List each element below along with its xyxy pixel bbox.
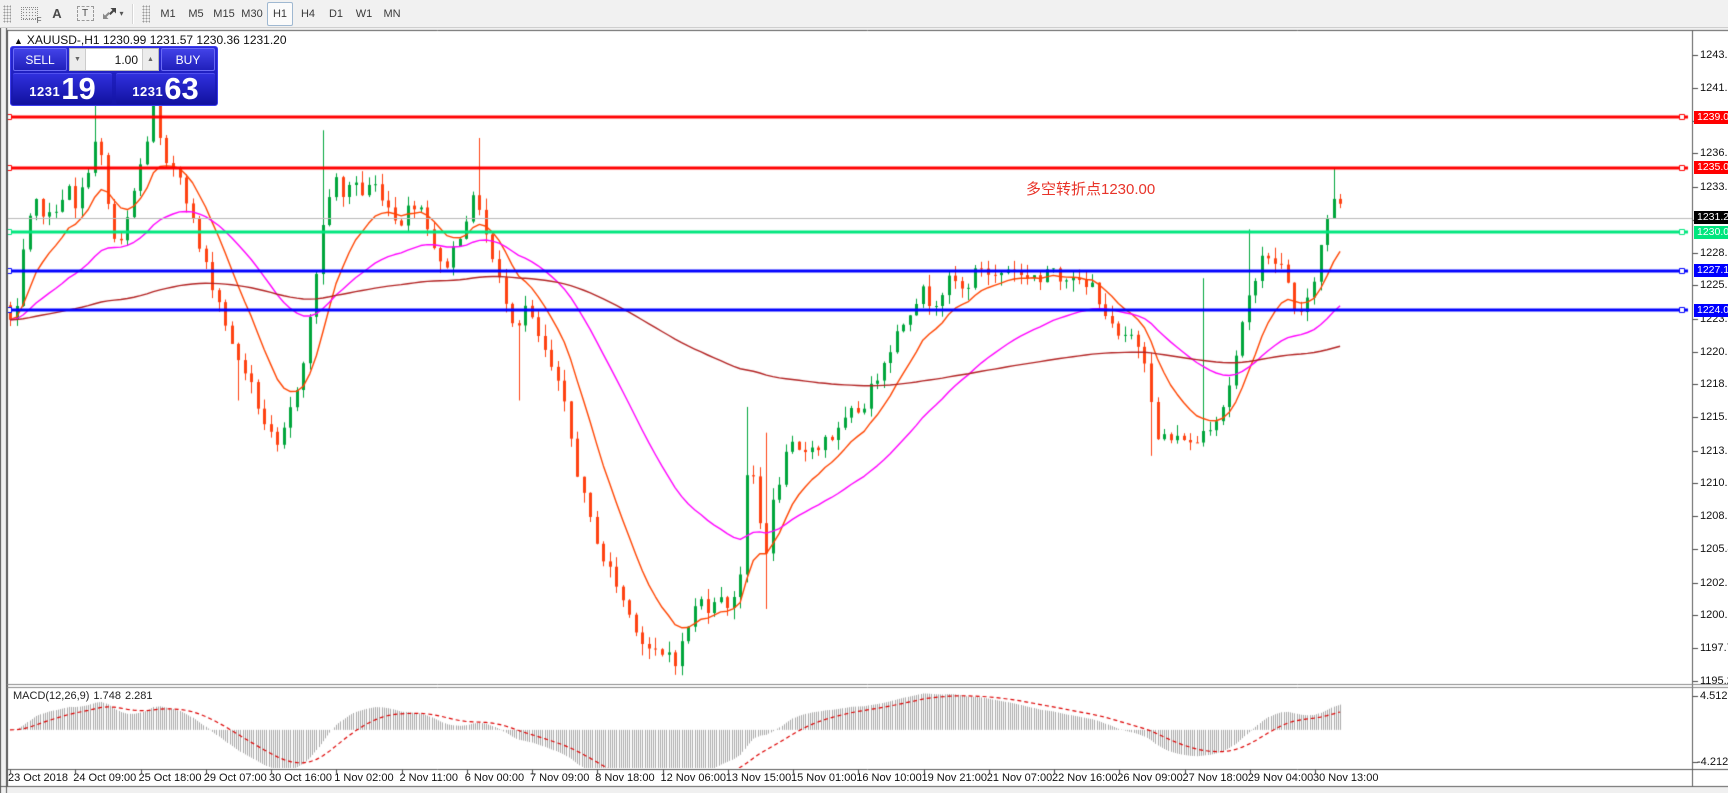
price-line-label: 1235.08	[1694, 161, 1728, 175]
toolbar-drag-handle[interactable]	[3, 4, 11, 23]
price-tick-label: 1210.55	[1700, 477, 1728, 490]
bid-major: 1231	[29, 84, 61, 99]
volume-decrease-button[interactable]: ▼	[70, 49, 85, 70]
macd-indicator-label: MACD(12,26,9) 1.748 2.281	[13, 690, 156, 702]
price-tick-label: 1236.20	[1700, 147, 1728, 160]
time-tick-label: 25 Oct 18:00	[138, 772, 202, 784]
price-line-label: 1224.00	[1694, 303, 1728, 317]
price-line-label: 1239.03	[1694, 110, 1728, 124]
grid-f-icon: F	[20, 7, 42, 25]
macd-scale-max: 4.512	[1700, 690, 1728, 702]
sell-button[interactable]: SELL	[13, 48, 67, 71]
time-tick-label: 27 Nov 18:00	[1182, 772, 1248, 784]
time-tick-label: 23 Oct 2018	[8, 772, 68, 784]
tf-button-M1[interactable]: M1	[160, 7, 176, 20]
chart-ohlc-title: ▲ XAUUSD-,H1 1230.99 1231.57 1230.36 1231…	[14, 33, 287, 47]
price-tick-label: 1200.30	[1700, 609, 1728, 622]
time-tick-label: 8 Nov 18:00	[595, 772, 655, 784]
time-tick-label: 1 Nov 02:00	[334, 772, 394, 784]
buy-price-button[interactable]: 1231 63	[116, 73, 215, 104]
price-tick-label: 1233.60	[1700, 180, 1728, 193]
price-tick-label: 1243.85	[1700, 49, 1728, 61]
arrow-objects-button[interactable]: ▾	[100, 2, 126, 26]
price-tick-label: 1208.00	[1700, 510, 1728, 523]
open-value: 1230.99	[102, 33, 147, 47]
volume-increase-button[interactable]: ▲	[143, 49, 158, 70]
chart-text-annotation: 多空转折点1230.00	[1026, 181, 1156, 198]
macd-scale-min: -4.212	[1697, 756, 1728, 768]
time-tick-label: 15 Nov 01:00	[791, 772, 857, 784]
time-tick-label: 29 Oct 07:00	[203, 772, 267, 784]
time-tick-label: 2 Nov 11:00	[399, 772, 459, 784]
tf-button-W1[interactable]: W1	[355, 7, 373, 20]
timeframe-button-group: M1 M5 M15 M30 H1 H4 D1 W1 MN	[154, 1, 406, 26]
price-tick-label: 1220.80	[1700, 345, 1728, 358]
time-tick-label: 30 Oct 16:00	[269, 772, 332, 784]
price-line-label: 1227.10	[1694, 264, 1728, 278]
toolbar-separator	[132, 3, 134, 24]
volume-stepper: ▼ 1.00 ▲	[69, 48, 159, 71]
time-tick-label: 19 Nov 21:00	[921, 772, 987, 784]
text-box-button[interactable]: T	[72, 2, 98, 26]
bid-minor: 19	[61, 71, 96, 106]
toolbar: F A T ▾ M1 M5 M15 M30 H1 H4 D1 W1 MN	[0, 0, 1728, 28]
price-tick-label: 1195.20	[1700, 675, 1728, 687]
time-tick-label: 21 Nov 07:00	[986, 772, 1053, 784]
time-tick-label: 24 Oct 09:00	[73, 772, 137, 784]
tf-button-M5[interactable]: M5	[188, 7, 204, 20]
price-tick-label: 1225.95	[1700, 279, 1728, 292]
macd-signal-value: 2.281	[124, 690, 153, 702]
price-tick-label: 1202.85	[1700, 576, 1728, 589]
toolbar-drag-handle[interactable]	[142, 4, 150, 23]
time-tick-label: 26 Nov 09:00	[1117, 772, 1183, 784]
price-line-label: 1230.09	[1694, 225, 1728, 239]
high-value: 1231.57	[149, 33, 194, 47]
symbol-period-label: XAUUSD-,H1	[26, 33, 100, 47]
time-tick-label: 30 Nov 13:00	[1313, 772, 1379, 784]
buy-button[interactable]: BUY	[161, 48, 215, 71]
time-tick-label: 13 Nov 15:00	[725, 772, 792, 784]
time-tick-label: 12 Nov 06:00	[660, 772, 726, 784]
price-tick-label: 1218.25	[1700, 378, 1728, 391]
tf-button-M15[interactable]: M15	[213, 7, 235, 20]
chevron-down-icon: ▾	[119, 9, 124, 18]
text-box-icon: T	[76, 6, 94, 21]
volume-input[interactable]: 1.00	[85, 49, 143, 70]
tf-button-H1[interactable]: H1	[267, 1, 293, 26]
price-tick-label: 1241.30	[1700, 81, 1728, 94]
macd-name: MACD(12,26,9)	[13, 690, 90, 702]
time-tick-label: 6 Nov 00:00	[464, 772, 525, 784]
ask-minor: 63	[164, 71, 199, 106]
price-tick-label: 1205.45	[1700, 543, 1728, 556]
tf-button-D1[interactable]: D1	[328, 7, 344, 20]
price-tick-label: 1197.75	[1700, 642, 1728, 655]
tf-button-M30[interactable]: M30	[241, 7, 263, 20]
grid-template-button[interactable]: F	[16, 2, 42, 26]
ask-major: 1231	[132, 84, 164, 99]
triangle-up-icon: ▲	[14, 36, 23, 46]
time-tick-label: 16 Nov 10:00	[856, 772, 922, 784]
low-value: 1230.36	[196, 33, 240, 47]
tf-button-H4[interactable]: H4	[300, 7, 316, 20]
price-tick-label: 1228.50	[1700, 246, 1728, 259]
one-click-trade-panel: SELL ▼ 1.00 ▲ BUY 1231 19 1231 63	[10, 46, 218, 106]
time-tick-label: 7 Nov 09:00	[530, 772, 590, 784]
price-tick-label: 1213.10	[1700, 444, 1728, 457]
sell-price-button[interactable]: 1231 19	[13, 73, 112, 104]
time-tick-label: 29 Nov 04:00	[1247, 772, 1314, 784]
price-line-label: 1231.20	[1694, 211, 1728, 225]
close-value: 1231.20	[243, 33, 287, 47]
pane-splitter[interactable]	[8, 684, 1728, 689]
diagonal-arrows-icon	[103, 8, 117, 19]
macd-value: 1.748	[93, 690, 121, 702]
text-label-button[interactable]: A	[44, 2, 70, 26]
letter-a-icon: A	[52, 6, 62, 21]
price-tick-label: 1215.70	[1700, 411, 1728, 424]
tf-button-MN[interactable]: MN	[383, 7, 401, 20]
time-tick-label: 22 Nov 16:00	[1052, 772, 1118, 784]
